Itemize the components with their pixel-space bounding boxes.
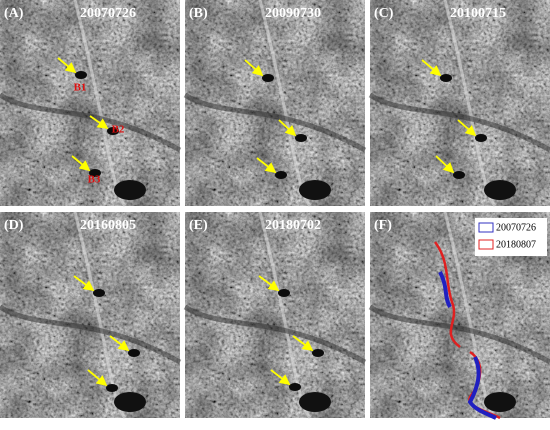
arrow bbox=[71, 155, 91, 172]
panel-label: (C) bbox=[374, 6, 394, 21]
relief-shading bbox=[185, 212, 365, 418]
panel: (D) 20160805 bbox=[0, 211, 182, 419]
arrow bbox=[421, 59, 442, 77]
lake bbox=[114, 392, 146, 412]
lake bbox=[262, 74, 274, 82]
arrow bbox=[87, 369, 108, 387]
lake bbox=[299, 180, 331, 200]
lake bbox=[453, 171, 465, 179]
lake bbox=[440, 74, 452, 82]
lake bbox=[484, 392, 516, 412]
valley bbox=[0, 304, 182, 365]
lake bbox=[475, 134, 487, 142]
legend-label: 20070726 bbox=[496, 222, 536, 233]
panel-label: (B) bbox=[189, 6, 208, 21]
panel: (F) 20070726 20180807 bbox=[368, 211, 550, 420]
lake bbox=[107, 127, 119, 135]
lake bbox=[128, 349, 140, 357]
lake bbox=[289, 383, 301, 391]
lake bbox=[312, 349, 324, 357]
relief-shading bbox=[0, 212, 180, 418]
panel-date: 20180702 bbox=[265, 218, 321, 233]
lake bbox=[299, 392, 331, 412]
legend-swatch bbox=[478, 239, 494, 250]
panel-date: 20100715 bbox=[450, 6, 506, 21]
arrow bbox=[435, 155, 455, 174]
panel: (C) 20100715 bbox=[368, 0, 550, 207]
lake bbox=[75, 71, 87, 79]
lake bbox=[93, 289, 105, 297]
legend-label: 20180807 bbox=[496, 239, 536, 250]
panel-label: (E) bbox=[189, 218, 208, 233]
relief-shading bbox=[185, 0, 365, 206]
arrow bbox=[57, 57, 77, 74]
arrow bbox=[244, 59, 264, 77]
lake bbox=[484, 180, 516, 200]
valley bbox=[368, 304, 550, 365]
valley bbox=[368, 92, 550, 153]
arrow bbox=[258, 275, 280, 292]
panel-date: 20070726 bbox=[80, 6, 136, 21]
lake bbox=[114, 180, 146, 200]
arrow bbox=[457, 119, 477, 137]
valley bbox=[183, 92, 367, 153]
valley bbox=[183, 304, 367, 365]
panel-label: (D) bbox=[4, 218, 24, 233]
lake bbox=[106, 384, 118, 392]
panel: (B) 20090730 bbox=[183, 0, 367, 207]
outline-2007 bbox=[438, 271, 497, 420]
arrow bbox=[109, 335, 130, 352]
legend-swatch bbox=[478, 222, 494, 233]
lake-label: B3 bbox=[88, 174, 101, 186]
panel-date: 20090730 bbox=[265, 6, 321, 21]
arrow bbox=[89, 115, 109, 130]
arrow bbox=[292, 335, 314, 352]
panel-label: (F) bbox=[374, 218, 392, 233]
arrow bbox=[73, 275, 95, 292]
valley bbox=[0, 92, 182, 153]
arrow bbox=[256, 157, 277, 174]
lake bbox=[295, 134, 307, 142]
lake bbox=[278, 289, 290, 297]
lake-label: B2 bbox=[112, 124, 125, 136]
lake bbox=[275, 171, 287, 179]
panel-date: 20160805 bbox=[80, 218, 136, 233]
arrow bbox=[270, 369, 291, 386]
panel-label: (A) bbox=[4, 6, 24, 21]
arrow bbox=[278, 119, 297, 137]
lake-label: B1 bbox=[74, 82, 87, 94]
panel: (E) 20180702 bbox=[183, 211, 367, 419]
lake bbox=[89, 169, 101, 177]
panel: (A) 20070726 B1 B2 B3 bbox=[0, 0, 182, 207]
